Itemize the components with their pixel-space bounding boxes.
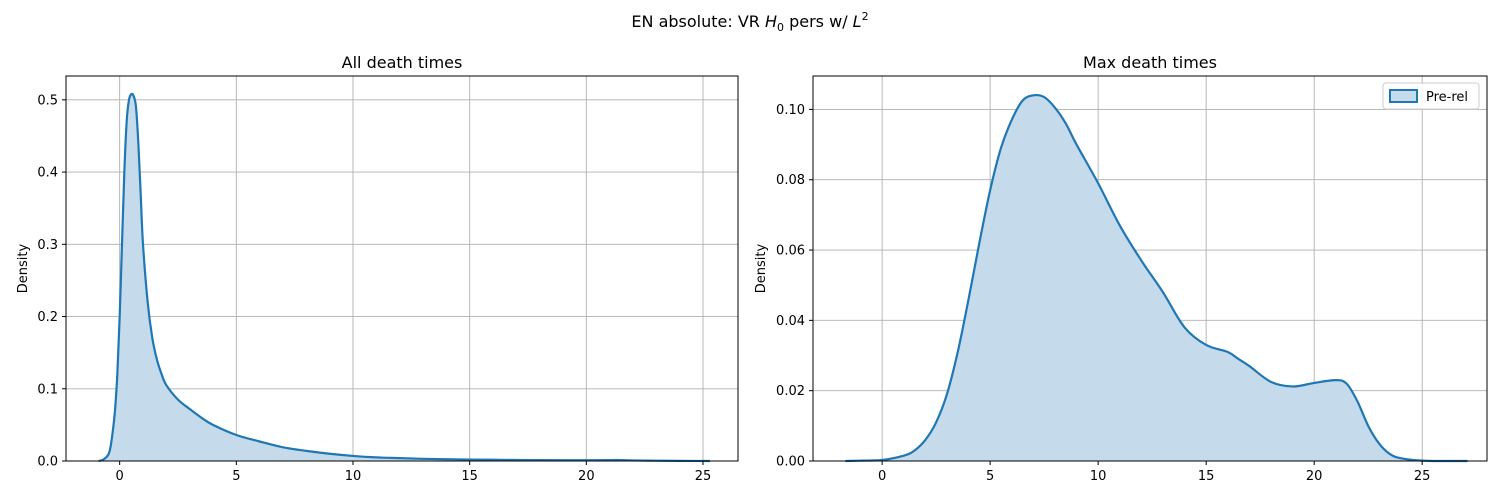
- x-tick-label: 5: [986, 469, 994, 484]
- y-tick-label: 0.1: [37, 382, 58, 397]
- legend-label: Pre-rel: [1426, 90, 1468, 105]
- chart-panel-all-death-times: 0 5 10 15 20 25 0.0 0.1 0.2 0.3 0.4 0.5 All death t…: [16, 53, 739, 484]
- y-tick-label: 0.00: [776, 455, 805, 470]
- y-tick-label: 0.2: [37, 310, 58, 325]
- axes-frame: [812, 75, 1488, 462]
- x-tick-label: 25: [1414, 469, 1431, 484]
- figure-suptitle: EN absolute: VR H0 pers w/ L2: [631, 10, 868, 34]
- y-tick-label: 0.08: [776, 173, 805, 188]
- axes-title: Max death times: [1083, 53, 1217, 72]
- y-axis-label: Density: [16, 243, 31, 293]
- ticks: 0 5 10 15 20 25 0.00 0.02 0.04 0.06 0.08 0.10: [776, 103, 1430, 484]
- density-line: [845, 93, 1468, 463]
- axes-title: All death times: [342, 53, 463, 72]
- y-tick-label: 0.0: [37, 455, 58, 470]
- y-tick-label: 0.10: [776, 103, 805, 118]
- x-tick-label: 0: [116, 469, 124, 484]
- y-tick-label: 0.5: [37, 93, 58, 108]
- legend-swatch: [1389, 89, 1418, 103]
- x-tick-label: 20: [1306, 469, 1323, 484]
- density-area: [98, 93, 711, 462]
- y-tick-label: 0.02: [776, 384, 805, 399]
- x-tick-label: 10: [1090, 469, 1107, 484]
- x-tick-label: 5: [232, 469, 240, 484]
- y-tick-label: 0.4: [37, 166, 58, 181]
- y-tick-label: 0.3: [37, 238, 58, 253]
- density-line: [98, 92, 711, 463]
- y-tick-label: 0.04: [776, 314, 805, 329]
- x-tick-label: 15: [1198, 469, 1215, 484]
- y-tick-label: 0.06: [776, 244, 805, 259]
- density-area: [845, 95, 1468, 462]
- x-tick-label: 25: [695, 469, 712, 484]
- x-tick-label: 15: [461, 469, 478, 484]
- ticks: 0 5 10 15 20 25 0.0 0.1 0.2 0.3 0.4 0.5: [37, 93, 711, 484]
- x-tick-label: 0: [878, 469, 886, 484]
- axes-frame: [65, 75, 739, 462]
- legend: Pre-rel: [1382, 82, 1480, 110]
- y-axis-label: Density: [754, 243, 769, 293]
- chart-panel-max-death-times: 0 5 10 15 20 25 0.00 0.02 0.04 0.06 0.08 0.10 Max d…: [754, 53, 1488, 484]
- x-tick-label: 10: [345, 469, 362, 484]
- x-tick-label: 20: [578, 469, 595, 484]
